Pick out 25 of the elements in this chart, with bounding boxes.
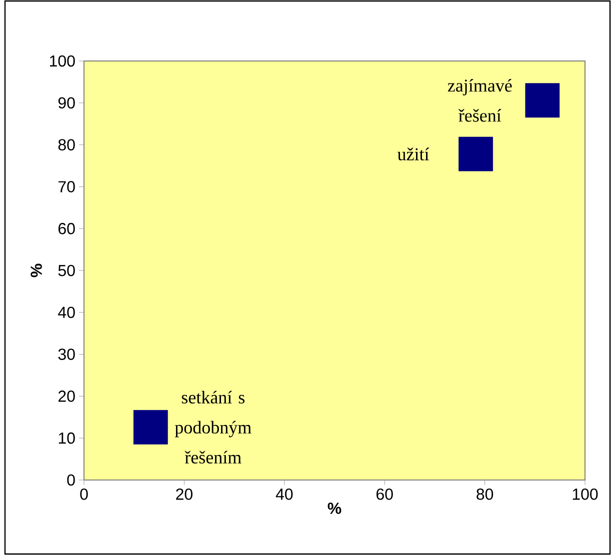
- annotation: setkání s podobným řešením: [174, 390, 252, 464]
- x-tick-label: 0: [80, 488, 88, 500]
- y-tick-label: 100: [50, 55, 75, 67]
- y-tick-label: 70: [58, 181, 75, 192]
- y-tick-label: 60: [58, 222, 75, 234]
- x-tick-label: 40: [276, 488, 293, 500]
- y-tick-label: 90: [58, 97, 75, 109]
- x-tick-label: 80: [476, 488, 494, 500]
- x-axis-title: %: [328, 502, 342, 514]
- point: [458, 136, 493, 172]
- y-tick-label: 40: [58, 306, 75, 318]
- y-tick-label: 30: [58, 348, 75, 360]
- annotation: zajímavé řešení: [448, 79, 512, 122]
- x-tick-label: 100: [572, 488, 598, 500]
- y-axis-title: %: [30, 264, 42, 278]
- y-tick-label: 50: [58, 264, 75, 276]
- point: [525, 83, 560, 118]
- x-tick-label: 60: [376, 488, 393, 500]
- annotation: užití: [398, 148, 430, 160]
- y-tick-label: 20: [58, 390, 75, 402]
- point: [133, 410, 168, 444]
- x-tick-label: 20: [176, 488, 192, 500]
- y-tick-label: 0: [67, 474, 75, 486]
- y-tick-label: 10: [58, 432, 75, 444]
- y-tick-label: 80: [58, 139, 75, 150]
